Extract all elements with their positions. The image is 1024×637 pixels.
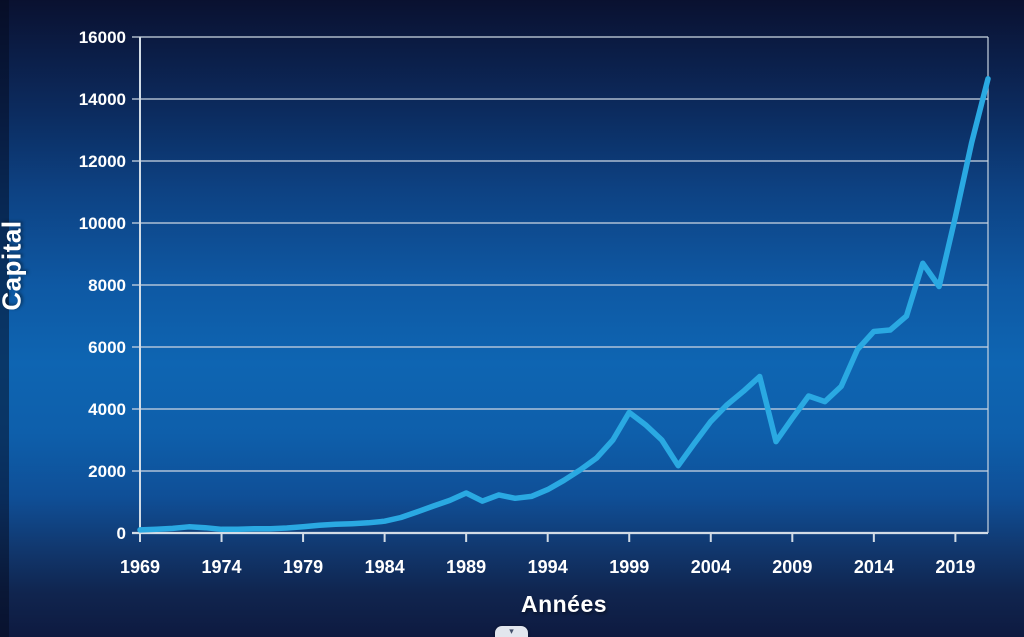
y-axis-title: Capital [0,220,27,311]
y-tick-label: 0 [117,524,126,543]
left-edge-strip [0,0,9,637]
y-tick-label: 2000 [88,462,126,481]
x-tick-label: 2004 [691,557,731,577]
y-tick-label: 16000 [79,28,126,47]
x-axis-title: Années [520,591,608,617]
y-tick-label: 6000 [88,338,126,357]
x-tick-label: 1989 [446,557,486,577]
x-tick-label: 1994 [528,557,568,577]
y-tick-label: 8000 [88,276,126,295]
x-tick-label: 2019 [935,557,975,577]
y-tick-label: 14000 [79,90,126,109]
x-tick-label: 2009 [772,557,812,577]
x-tick-label: 1984 [365,557,405,577]
x-tick-label: 2014 [854,557,894,577]
series-line-capital [137,76,991,533]
x-tick-label: 1969 [120,557,160,577]
x-tick-label: 1999 [609,557,649,577]
chevron-down-icon: ▾ [509,626,514,636]
y-tick-label: 10000 [79,214,126,233]
y-tick-label: 12000 [79,152,126,171]
y-tick-label: 4000 [88,400,126,419]
x-tick-label: 1974 [202,557,242,577]
slide-controls-handle[interactable]: ▾ [495,626,528,637]
x-tick-label: 1979 [283,557,323,577]
